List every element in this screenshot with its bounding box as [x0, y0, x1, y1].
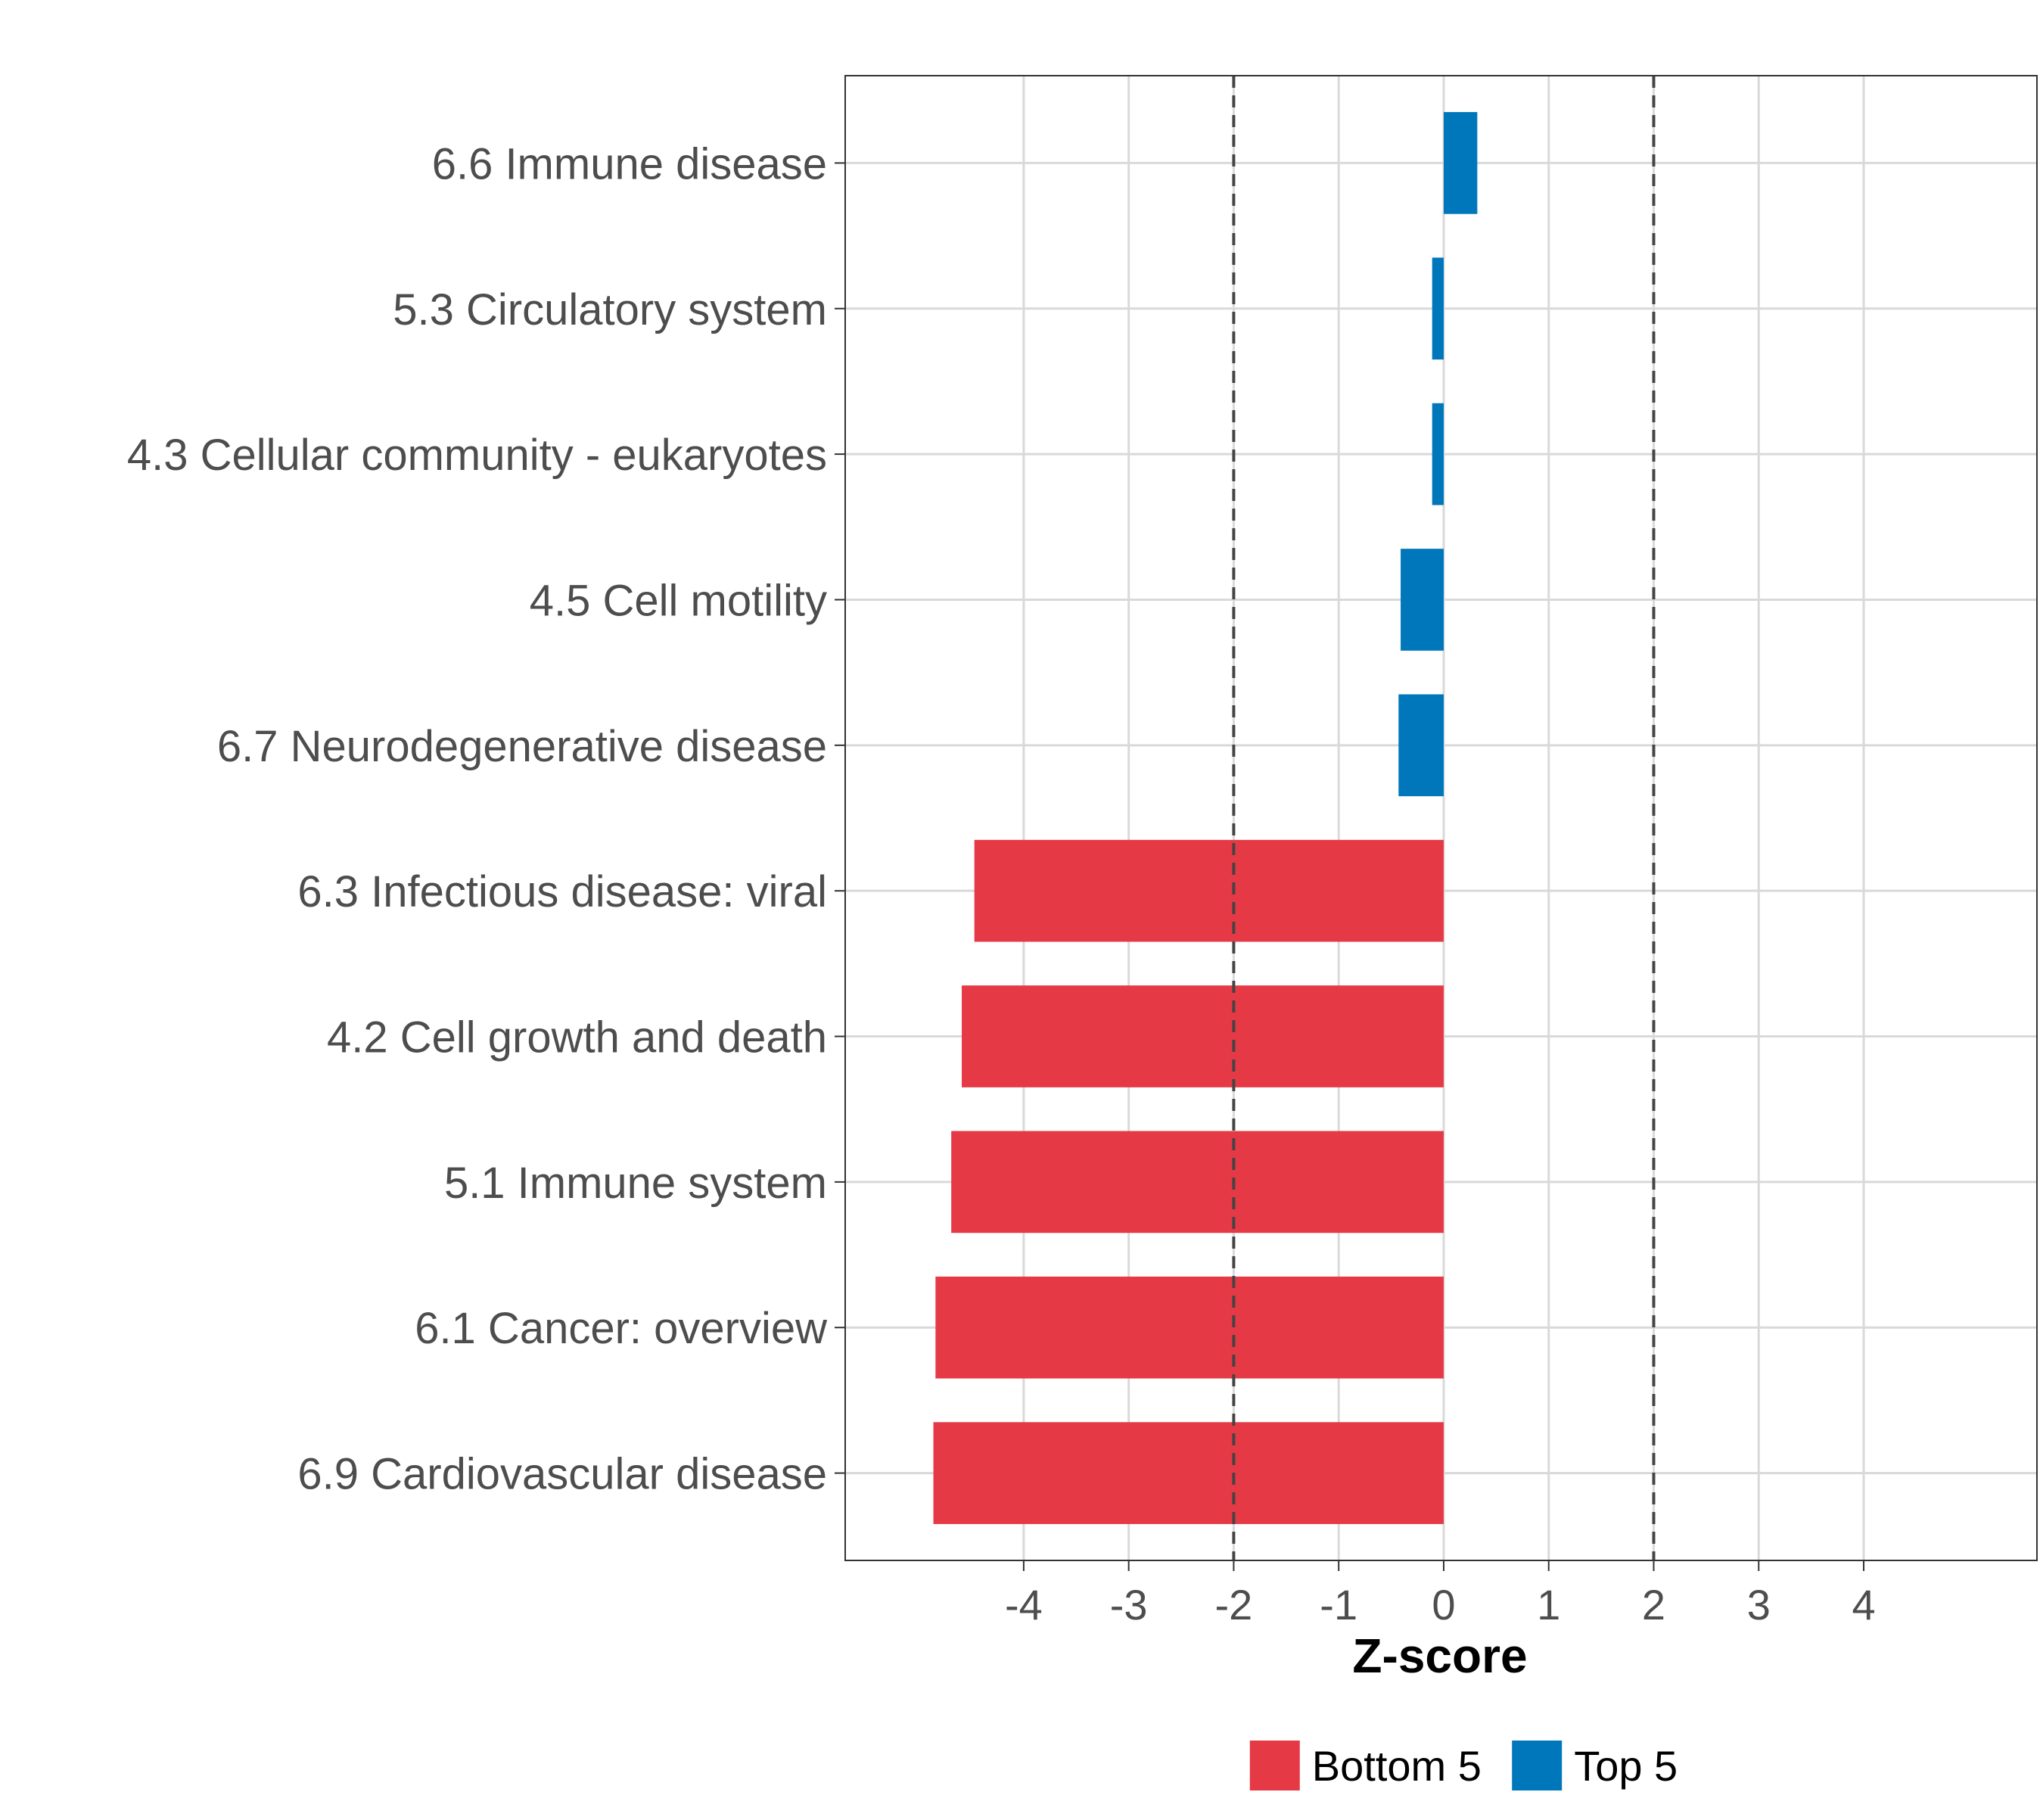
x-axis-title: Z-score — [1352, 1629, 1527, 1683]
category-label: 4.5 Cell motility — [530, 576, 827, 625]
x-tick-label: 1 — [1537, 1581, 1560, 1629]
category-label: 4.3 Cellular community - eukaryotes — [127, 431, 827, 480]
bar-bottom5 — [935, 1276, 1444, 1379]
bar-bottom5 — [974, 839, 1444, 942]
bar-top5 — [1443, 112, 1478, 214]
bar-bottom5 — [962, 985, 1444, 1087]
category-label: 6.9 Cardiovascular disease — [297, 1450, 827, 1499]
bar-top5 — [1432, 257, 1444, 360]
x-tick-label: 2 — [1642, 1581, 1665, 1629]
x-tick-label: -3 — [1110, 1581, 1148, 1629]
category-label: 4.2 Cell growth and death — [327, 1013, 827, 1062]
bar-layer — [933, 112, 1478, 1524]
x-tick-label: -4 — [1005, 1581, 1043, 1629]
category-label: 6.6 Immune disease — [432, 139, 827, 188]
category-label: 6.3 Infectious disease: viral — [297, 867, 827, 916]
x-tick-label: -2 — [1215, 1581, 1253, 1629]
y-axis: 6.6 Immune disease 5.3 Circulatory system… — [127, 139, 845, 1499]
category-label: 6.1 Cancer: overview — [415, 1304, 828, 1353]
legend-label: Top 5 — [1574, 1742, 1678, 1790]
bar-top5 — [1432, 403, 1444, 506]
legend-label: Bottom 5 — [1312, 1742, 1482, 1790]
bar-top5 — [1401, 549, 1444, 651]
legend-key-top5 — [1512, 1741, 1563, 1790]
x-axis: -4 -3 -2 -1 0 1 2 3 4 — [1005, 1560, 1876, 1629]
legend-key-bottom5 — [1249, 1741, 1300, 1790]
bar-top5 — [1398, 694, 1444, 797]
category-label: 5.3 Circulatory system — [393, 285, 827, 334]
x-tick-label: 0 — [1432, 1581, 1455, 1629]
bar-bottom5 — [933, 1422, 1444, 1524]
x-tick-label: 3 — [1747, 1581, 1771, 1629]
panel-border — [844, 75, 2038, 1561]
bar-bottom5 — [951, 1131, 1444, 1234]
x-tick-label: -1 — [1320, 1581, 1357, 1629]
x-tick-label: 4 — [1852, 1581, 1875, 1629]
category-label: 6.7 Neurodegenerative disease — [217, 722, 827, 771]
legend: Bottom 5 Top 5 — [1249, 1741, 1678, 1790]
category-label: 5.1 Immune system — [444, 1159, 827, 1208]
reference-lines — [1232, 76, 1656, 1560]
